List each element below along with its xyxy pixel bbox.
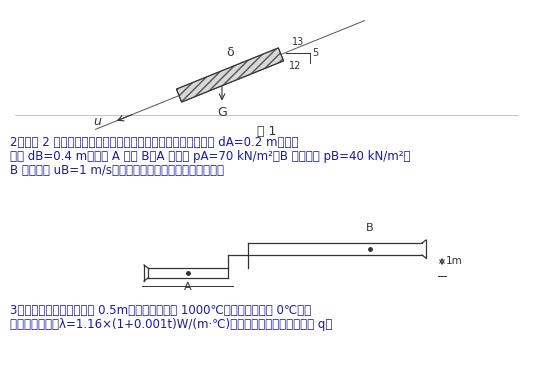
Text: 3、设某窑炉的耐火砖壁厚 0.5m，内壁面温度为 1000℃，外壁面温度为 0℃，耐: 3、设某窑炉的耐火砖壁厚 0.5m，内壁面温度为 1000℃，外壁面温度为 0℃… [10, 304, 311, 317]
Text: 2、如图 2 所示，管路由不同直径的两管前后相连接，小管直径 dA=0.2 m，大管: 2、如图 2 所示，管路由不同直径的两管前后相连接，小管直径 dA=0.2 m，… [10, 136, 298, 149]
Text: 图 1: 图 1 [257, 125, 277, 138]
Text: δ: δ [226, 46, 233, 59]
Text: 12: 12 [289, 60, 302, 71]
Text: 5: 5 [313, 47, 319, 58]
Text: 13: 13 [292, 36, 304, 47]
Text: B: B [366, 223, 374, 233]
Text: u: u [93, 115, 101, 128]
Text: 1m: 1m [446, 256, 463, 267]
Polygon shape [176, 48, 284, 102]
Text: 火砖的导热系数λ=1.16×(1+0.001t)W/(m·℃)。试求通过炉壁的热流密度 q。: 火砖的导热系数λ=1.16×(1+0.001t)W/(m·℃)。试求通过炉壁的热… [10, 318, 333, 331]
Text: G: G [217, 107, 227, 120]
Text: 直径 dB=0.4 m。水从 A 流向 B，A 点压强 pA=70 kN/m²，B 点压强为 pB=40 kN/m²，: 直径 dB=0.4 m。水从 A 流向 B，A 点压强 pA=70 kN/m²，… [10, 150, 410, 163]
Text: A: A [184, 282, 192, 292]
Text: B 点流速为 uB=1 m/s，计算水流经两断面间的水头损失。: B 点流速为 uB=1 m/s，计算水流经两断面间的水头损失。 [10, 164, 224, 177]
